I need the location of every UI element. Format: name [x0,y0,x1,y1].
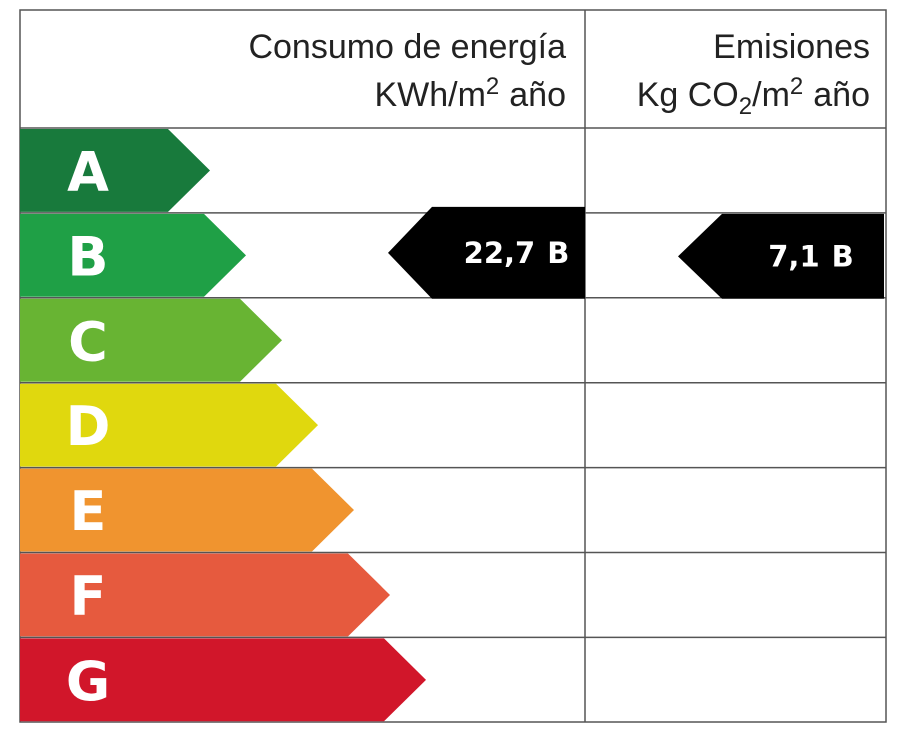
rating-arrow [20,213,246,297]
indicator-text: 7,1 B [768,239,853,273]
rating-letter: B [67,225,108,288]
rating-indicator [388,206,585,299]
rating-letter: D [66,395,111,458]
emissions-title: Emisiones [713,28,870,66]
unit-sup: 2 [486,73,499,100]
rating-letter: C [68,310,108,373]
emissions-unit: Kg CO2/m2 año [637,73,870,120]
rating-arrow [20,383,318,467]
unit-sup: 2 [790,73,803,100]
rating-arrow [20,468,354,552]
unit-sub: 2 [739,93,752,120]
energy-unit: KWh/m2 año [374,73,566,114]
indicator-value: 22,7 [464,236,536,270]
unit-part: año [813,76,870,114]
indicator-class: B [832,239,854,273]
energy-title: Consumo de energía [248,28,566,66]
indicator-class: B [547,236,569,270]
unit-part: año [509,76,566,114]
unit-part: KWh/m [374,76,485,114]
rating-arrow [20,129,210,212]
rating-letter: G [66,650,110,713]
rating-arrow [20,638,426,722]
rating-letter: A [67,140,109,203]
rating-letter: F [70,565,107,628]
rating-letter: E [70,480,107,543]
indicator-value: 7,1 [768,239,819,273]
unit-part: /m [752,76,790,114]
rating-indicator [678,213,884,299]
rating-arrow [20,298,282,382]
indicator-text: 22,7 B [464,236,570,270]
unit-part: Kg CO [637,76,739,114]
rating-arrow [20,553,390,637]
